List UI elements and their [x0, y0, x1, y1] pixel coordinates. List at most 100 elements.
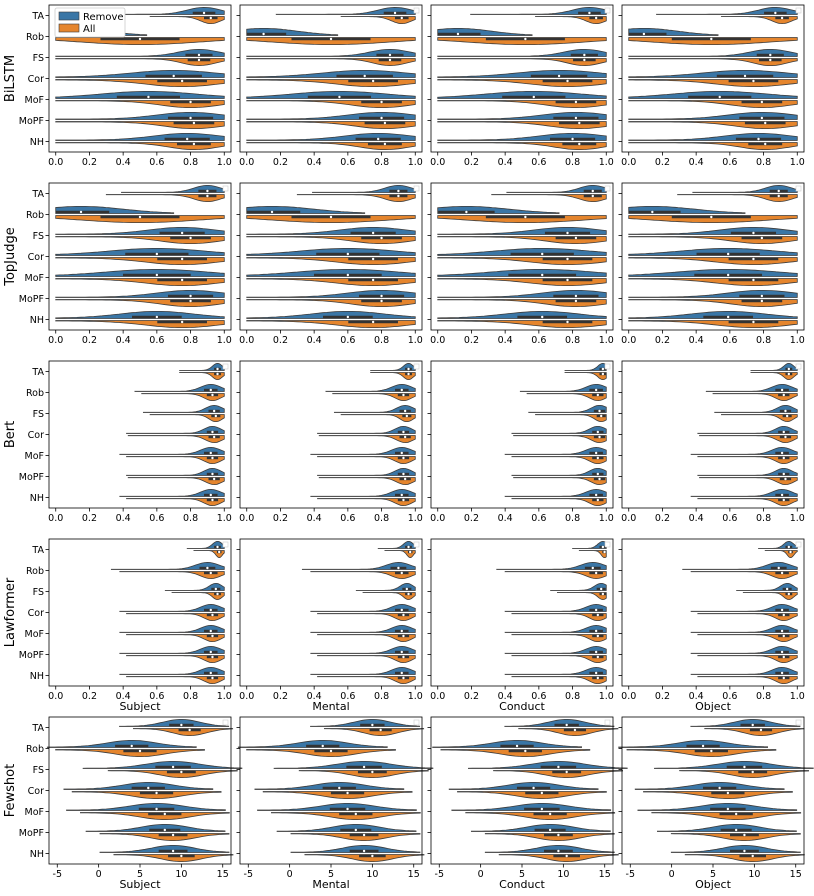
- x-tick-label: 15: [217, 869, 229, 880]
- violin-all-ta: [193, 550, 225, 558]
- median-all-fs: [787, 592, 791, 596]
- violin-all-ta: [578, 550, 607, 558]
- x-tick-label: 10: [175, 869, 187, 880]
- violin-remove-nh: [119, 666, 225, 675]
- violin-all-fs: [362, 592, 416, 601]
- median-all-mopf: [764, 121, 767, 125]
- violin-all-mof: [270, 812, 421, 820]
- empty-legend-box: [604, 185, 611, 192]
- median-remove-ta: [591, 189, 594, 193]
- violin-remove-rob: [432, 740, 583, 748]
- x-tick-label: 0.2: [464, 157, 479, 168]
- x-tick-label: 1.0: [599, 335, 614, 346]
- median-remove-mopf: [574, 116, 578, 120]
- violin-all-mopf: [511, 655, 607, 663]
- violin-all-rob: [712, 393, 798, 401]
- median-all-mof: [760, 100, 764, 104]
- median-all-ta: [218, 550, 221, 554]
- column-label-object: Object: [695, 700, 732, 713]
- violin-all-nh: [498, 854, 619, 862]
- median-remove-fs: [769, 53, 772, 57]
- median-remove-mof: [541, 273, 544, 277]
- median-all-mopf: [403, 477, 407, 481]
- median-remove-rob: [651, 210, 654, 214]
- median-remove-mopf: [548, 828, 552, 832]
- x-tick-label: -5: [53, 869, 62, 880]
- violin-all-mopf: [699, 477, 798, 486]
- y-tick-label-cor: Cor: [28, 786, 44, 797]
- violin-all-fs: [340, 414, 416, 422]
- x-tick-label: 1.0: [599, 691, 614, 702]
- median-remove-cor: [147, 786, 150, 790]
- median-all-mopf: [211, 655, 214, 659]
- median-all-mopf: [784, 477, 787, 481]
- median-remove-ta: [565, 723, 568, 727]
- violin-remove-nh: [310, 666, 416, 675]
- median-all-fs: [216, 592, 219, 596]
- violin-remove-mof: [690, 624, 798, 633]
- median-remove-cor: [155, 252, 159, 256]
- violin-remove-mof: [119, 624, 225, 633]
- violin-remove-ta: [275, 6, 416, 15]
- x-tick-label: 0: [287, 869, 293, 880]
- y-tick-label-mof: MoF: [25, 807, 44, 818]
- x-tick-label: 0.6: [531, 513, 546, 524]
- median-remove-rob: [465, 210, 468, 214]
- x-tick-label: 15: [408, 869, 420, 880]
- violin-all-fs: [742, 592, 798, 601]
- median-all-mof: [371, 278, 375, 282]
- median-all-cor: [752, 257, 755, 261]
- median-remove-ta: [601, 367, 605, 371]
- violin-remove-mof: [66, 803, 226, 811]
- violin-all-rob: [55, 749, 205, 757]
- median-remove-ta: [206, 189, 209, 193]
- median-all-ta: [209, 16, 212, 20]
- empty-legend-box: [222, 363, 229, 370]
- x-tick-label: 1.0: [217, 335, 232, 346]
- violin-remove-mof: [690, 446, 798, 455]
- x-tick-label: 0.8: [756, 513, 771, 524]
- violin-all-rob: [628, 37, 798, 45]
- median-all-cor: [211, 613, 214, 617]
- panel-bilstm-conduct: [427, 4, 614, 156]
- violin-remove-mof: [451, 803, 612, 811]
- x-tick-label: 1.0: [790, 513, 805, 524]
- median-remove-fs: [403, 409, 407, 413]
- median-all-fs: [760, 236, 764, 240]
- violin-remove-cor: [63, 782, 214, 790]
- median-all-ta: [594, 16, 598, 20]
- empty-legend-box: [604, 7, 611, 14]
- x-tick-label: 0.4: [307, 691, 322, 702]
- violin-all-fs: [720, 414, 798, 423]
- x-tick-label: 0.4: [498, 157, 513, 168]
- x-tick-label: 0.8: [756, 157, 771, 168]
- median-remove-mof: [155, 273, 159, 277]
- violin-remove-mof: [310, 624, 416, 633]
- violin-remove-cor: [511, 426, 607, 434]
- median-remove-fs: [600, 587, 603, 591]
- x-tick-label: 5: [710, 869, 716, 880]
- violin-remove-ta: [370, 362, 416, 371]
- y-tick-label-fs: FS: [33, 409, 44, 420]
- median-all-cor: [346, 791, 349, 795]
- panel-fewshot-mental: [236, 716, 434, 868]
- x-tick-label: 0.6: [340, 691, 355, 702]
- violin-remove-cor: [690, 603, 798, 612]
- x-tick-label: 0.6: [722, 157, 737, 168]
- median-remove-cor: [209, 608, 212, 612]
- median-all-mopf: [380, 299, 383, 303]
- median-all-cor: [540, 791, 544, 795]
- median-all-ta: [216, 372, 219, 376]
- violin-remove-mof: [504, 446, 607, 455]
- violin-remove-ta: [119, 719, 230, 727]
- median-remove-fs: [784, 409, 787, 413]
- x-tick-label: 0.6: [149, 513, 164, 524]
- median-remove-cor: [532, 786, 535, 790]
- empty-legend-box: [222, 541, 229, 548]
- median-all-mof: [354, 812, 358, 816]
- violin-remove-mopf: [85, 824, 226, 832]
- y-tick-label-ta: TA: [31, 545, 44, 556]
- violin-all-cor: [699, 435, 798, 444]
- violin-remove-rob: [682, 562, 798, 570]
